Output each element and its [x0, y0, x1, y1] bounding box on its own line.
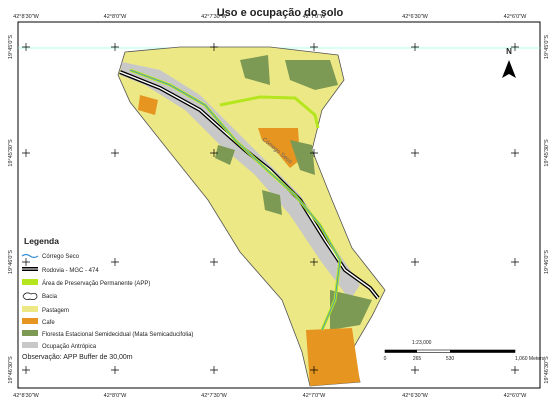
- scale-tick: 530: [446, 356, 455, 362]
- scale-tick: 0: [384, 356, 387, 362]
- graticule-cross: [111, 149, 119, 157]
- right-coordinate: 19°45'0"S: [544, 35, 550, 59]
- graticule-cross: [411, 366, 419, 374]
- graticule-cross: [511, 258, 519, 266]
- right-coordinate: 19°46'30"S: [544, 356, 550, 384]
- swatch-stream: [21, 253, 39, 259]
- scale-tick: 265: [413, 356, 422, 362]
- graticule-cross: [22, 43, 30, 51]
- bottom-coordinate: 42°7'0"W: [303, 393, 326, 399]
- graticule-cross: [511, 149, 519, 157]
- legend-item: Ocupação Antrópica: [42, 344, 97, 350]
- bottom-coordinate: 42°8'30"W: [13, 393, 39, 399]
- top-coordinate: 42°7'30"W: [201, 14, 227, 20]
- graticule-cross: [111, 43, 119, 51]
- legend-item: Floresta Estacional Semidecidual (Mata S…: [42, 332, 193, 338]
- graticule-cross: [411, 43, 419, 51]
- watershed: [117, 46, 386, 387]
- scale-ratio: 1:23,000: [412, 340, 432, 346]
- graticule-cross: [310, 149, 318, 157]
- top-coordinate: 42°7'0"W: [303, 14, 326, 20]
- left-coordinate: 19°46'0"S: [8, 250, 14, 274]
- graticule-cross: [22, 149, 30, 157]
- legend-note: Observação: APP Buffer de 30,00m: [22, 354, 133, 361]
- right-coordinate: 19°45'30"S: [544, 139, 550, 167]
- swatch-forest: [22, 330, 38, 336]
- top-coordinate: 42°6'0"W: [504, 14, 527, 20]
- graticule-cross: [22, 366, 30, 374]
- graticule-cross: [210, 366, 218, 374]
- legend: Legenda Córrego Seco Rodovia - MGC - 474 Á…: [21, 236, 193, 361]
- legend-item: Pastagem: [42, 308, 69, 314]
- top-coordinate: 42°8'30"W: [13, 14, 39, 20]
- bottom-coordinate: 42°7'30"W: [201, 393, 227, 399]
- graticule-cross: [210, 149, 218, 157]
- legend-item: Rodovia - MGC - 474: [42, 268, 99, 274]
- north-label: N: [506, 47, 512, 56]
- legend-item: Cafe: [42, 320, 55, 326]
- bottom-coordinate: 42°6'0"W: [504, 393, 527, 399]
- bottom-coordinate: 42°6'30"W: [402, 393, 428, 399]
- graticule-cross: [511, 43, 519, 51]
- map-title: Uso e ocupação do solo: [217, 7, 344, 19]
- graticule-cross: [411, 149, 419, 157]
- graticule-cross: [310, 366, 318, 374]
- stream: [129, 69, 341, 331]
- graticule-cross: [210, 258, 218, 266]
- swatch-app: [22, 279, 38, 285]
- left-coordinate: 19°45'0"S: [8, 35, 14, 59]
- swatch-urban: [22, 342, 38, 348]
- right-coordinate: 19°46'0"S: [544, 250, 550, 274]
- legend-item: Área de Preservação Permanente (APP): [42, 280, 150, 287]
- road-center: [119, 71, 379, 299]
- swatch-basin: [22, 292, 38, 301]
- legend-item: Córrego Seco: [42, 254, 80, 260]
- legend-item: Bacia: [42, 294, 58, 300]
- left-coordinate: 19°46'30"S: [8, 356, 14, 384]
- legend-title: Legenda: [24, 236, 59, 246]
- graticule-cross: [111, 258, 119, 266]
- bottom-coordinate: 42°8'0"W: [104, 393, 127, 399]
- graticule-cross: [22, 258, 30, 266]
- scale-bar: 1:23,000 0 265 530 1,060 Meters: [384, 340, 545, 362]
- scale-tick: 1,060 Meters: [515, 356, 545, 362]
- coordinate-labels: 42°8'30"W 42°8'30"W 42°8'0"W 42°8'0"W 42°7'3…: [8, 14, 550, 399]
- graticule-cross: [111, 366, 119, 374]
- graticule-cross: [310, 43, 318, 51]
- graticule-cross: [310, 258, 318, 266]
- swatch-coffee: [22, 318, 38, 324]
- top-coordinate: 42°6'30"W: [402, 14, 428, 20]
- left-coordinate: 19°45'30"S: [8, 139, 14, 167]
- graticule-cross: [210, 43, 218, 51]
- north-arrow: N: [502, 47, 516, 78]
- app-buffer: [219, 95, 320, 129]
- top-coordinate: 42°8'0"W: [104, 14, 127, 20]
- graticule-cross: [411, 258, 419, 266]
- graticule-cross: [511, 366, 519, 374]
- swatch-pasture: [22, 306, 38, 312]
